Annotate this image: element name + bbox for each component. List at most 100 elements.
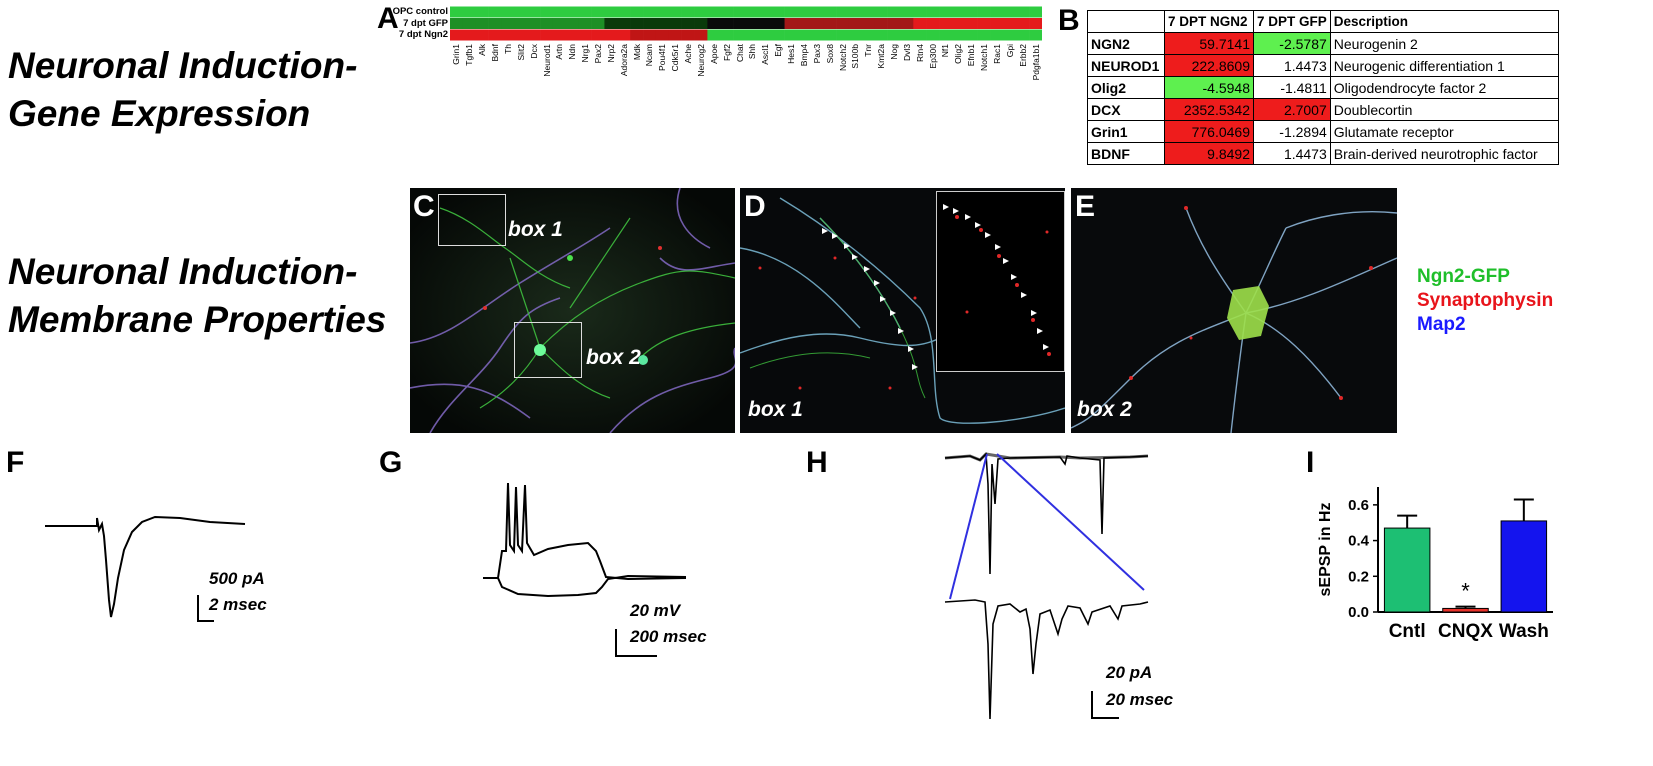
gene-label: Rtn4 [914,44,925,62]
gene-label: Cdk5r1 [670,44,681,72]
bar-cntl [1383,527,1431,613]
gene-label: Ndn [567,44,578,60]
table-header: 7 DPT NGN2 [1164,10,1254,33]
panel-letter-e: E [1075,190,1096,223]
heatmap-row-label: 7 dpt GFP [403,17,448,29]
table-row: BDNF 9.8492 1.4473 Brain-derived neurotr… [1087,142,1560,165]
heatmap-cell [475,29,489,41]
heatmap-cell [964,18,978,29]
gene-label: Gpi [1004,44,1015,58]
gene-label: Artn [554,44,565,60]
table-header [1087,10,1165,33]
heatmap-cell [771,18,785,29]
heatmap-cell [501,29,515,41]
box-2-label: box 2 [586,346,641,369]
x-tick-label: Wash [1499,621,1549,642]
heatmap-cell [527,6,541,18]
gene-label: Ache [683,44,694,64]
inset-image-content [943,204,1051,356]
heatmap-cell [784,29,798,41]
heatmap-row-label: 7 dpt Ngn2 [398,29,448,40]
legend-item-map2: Map2 [1417,314,1466,335]
gfp-cell: 1.4473 [1253,54,1331,77]
gene-label: Notch2 [837,44,848,71]
table-row: NGN2 59.7141 -2.5787 Neurogenin 2 [1087,32,1560,55]
trace-f [45,515,246,618]
bar-cnqx [1442,607,1489,613]
gene-label: Notch1 [979,44,990,71]
gene-cell: Grin1 [1087,120,1165,143]
heatmap-cell [475,6,489,18]
heatmap-cell [488,29,502,41]
heatmap-cell [617,18,631,29]
gfp-cell: -2.5787 [1253,32,1331,55]
gene-label: Nog [889,44,899,60]
heatmap-cell [746,18,760,29]
trace-h [944,452,1149,720]
micrograph-e-image [1071,188,1397,433]
heatmap-cell [578,18,592,29]
table-row: Grin1 776.0469 -1.2894 Glutamate recepto… [1087,120,1560,143]
gene-label: Chat [734,44,745,62]
gfp-cell: -1.4811 [1253,76,1331,99]
heatmap-cell [746,6,760,18]
ngn2-cell: 776.0469 [1164,120,1254,143]
heatmap-cell [450,29,464,41]
heatmap-cell [617,6,631,18]
heatmap-cell [1016,29,1030,41]
title-line-1: Neuronal Induction- [8,251,358,292]
heatmap-cell [475,18,489,29]
y-axis-label: sEPSP in Hz [1317,503,1334,597]
micrograph-d: box 1 [740,188,1065,433]
heatmap-cell [617,29,631,41]
gene-label: Erbb2 [1017,44,1028,67]
panel-letter-c: C [413,190,435,223]
heatmap-cell [951,18,966,29]
table-row: DCX 2352.5342 2.7007 Doublecortin [1087,98,1560,121]
heatmap-cell [926,18,940,29]
y-tick-label: 0.4 [1348,533,1370,550]
heatmap-cell [681,18,695,29]
heatmap-cell [784,6,798,18]
scale-bar-vertical [615,629,617,657]
box-1-label: box 1 [508,218,563,241]
heatmap-cell [848,29,863,41]
gene-label: Pdgfa1b1 [1030,44,1041,81]
heatmap-cell [527,29,541,41]
heatmap-cell [1029,18,1042,29]
gene-cell: NEUROD1 [1087,54,1165,77]
section-title-gene-expression: Neuronal Induction- Gene Expression [8,42,357,138]
heatmap-cell [694,6,708,18]
gene-label: Adora2a [618,44,629,77]
heatmap-cell [578,29,592,41]
heatmap-cell [771,6,785,18]
panel-letter-f: F [6,446,25,479]
gene-label: Tnr [863,44,874,57]
heatmap-cell [552,6,567,18]
title-line-2: Membrane Properties [8,299,387,340]
heatmap-cell [565,29,579,41]
description-cell: Neurogenin 2 [1329,32,1560,55]
heatmap-cell [604,6,618,18]
table-header-row: 7 DPT NGN2 7 DPT GFP Description [1087,10,1560,33]
heatmap-cell [823,29,837,41]
heatmap-cell [990,18,1004,29]
bar-wash [1500,520,1548,613]
scale-label-time: 200 msec [630,627,707,646]
heatmap-cell [861,29,875,41]
channel-legend: Ngn2-GFP Synaptophysin Map2 [1417,265,1553,337]
scale-label-time: 20 msec [1106,690,1174,709]
heatmap-cell [694,18,708,29]
gene-label: Rac1 [991,44,1002,64]
heatmap [450,6,1042,41]
heatmap-cell [887,6,901,18]
heatmap-cell [758,29,773,41]
gene-label: Tgfb1 [464,44,475,66]
heatmap-cell [913,29,927,41]
heatmap-cell [1016,18,1030,29]
gene-label: Olig2 [953,44,964,64]
heatmap-cell [951,29,966,41]
heatmap-cell [720,29,734,41]
trace-h-noise-band [944,452,1149,462]
heatmap-cell [552,29,567,41]
